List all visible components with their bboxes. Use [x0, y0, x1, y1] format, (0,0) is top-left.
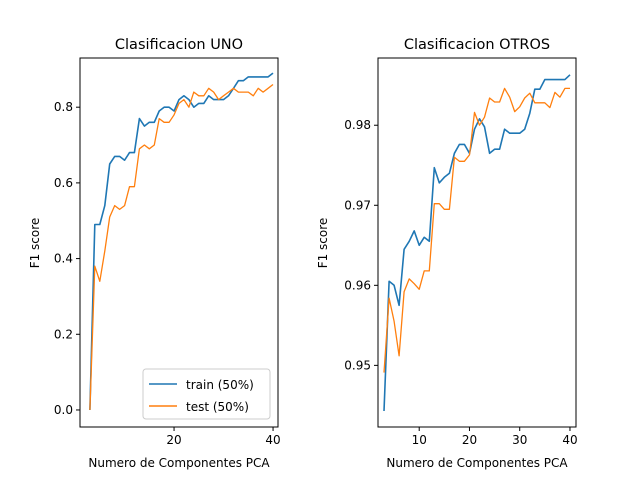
plot-frame — [377, 57, 577, 428]
y-tick-label: 0.0 — [54, 403, 73, 417]
plot-frame — [79, 57, 279, 428]
y-tick-label: 0.2 — [54, 327, 73, 341]
series-line-train — [383, 74, 571, 412]
y-tick-label: 0.96 — [344, 278, 371, 292]
y-tick-label: 0.8 — [54, 100, 73, 114]
y-axis-label: F1 score — [316, 218, 330, 269]
chart-title: Clasificacion UNO — [115, 37, 243, 53]
y-tick-label: 0.6 — [54, 176, 73, 190]
y-tick-label: 0.97 — [344, 198, 371, 212]
y-ticks: 0.0 0.2 0.4 0.6 0.8 — [54, 100, 80, 417]
legend-label-test: test (50%) — [186, 400, 249, 414]
y-tick-label: 0.4 — [54, 252, 73, 266]
y-axis-label: F1 score — [28, 218, 42, 269]
x-tick-label: 30 — [512, 433, 527, 447]
chart-clasificacion-uno: Clasificacion UNO Numero de Componentes … — [28, 37, 281, 470]
x-ticks: 20 40 — [166, 427, 281, 447]
legend-label-train: train (50%) — [186, 378, 254, 392]
y-tick-label: 0.95 — [344, 358, 371, 372]
legend: train (50%) test (50%) — [142, 368, 271, 420]
series-line-test — [383, 87, 570, 373]
x-axis-label: Numero de Componentes PCA — [386, 456, 568, 470]
y-ticks: 0.95 0.96 0.97 0.98 — [344, 118, 378, 372]
y-tick-label: 0.98 — [344, 118, 371, 132]
chart-clasificacion-otros: Clasificacion OTROS Numero de Componente… — [316, 37, 578, 470]
x-tick-label: 20 — [166, 433, 181, 447]
chart-title: Clasificacion OTROS — [404, 37, 550, 53]
x-tick-label: 20 — [462, 433, 477, 447]
x-axis-label: Numero de Componentes PCA — [88, 456, 270, 470]
series-line-test — [89, 83, 274, 411]
x-tick-label: 10 — [412, 433, 427, 447]
series-lines — [383, 74, 571, 412]
series-line-train — [89, 72, 274, 411]
x-ticks: 10 20 30 40 — [412, 427, 578, 447]
series-lines — [89, 72, 274, 411]
x-tick-label: 40 — [265, 433, 280, 447]
x-tick-label: 40 — [562, 433, 577, 447]
